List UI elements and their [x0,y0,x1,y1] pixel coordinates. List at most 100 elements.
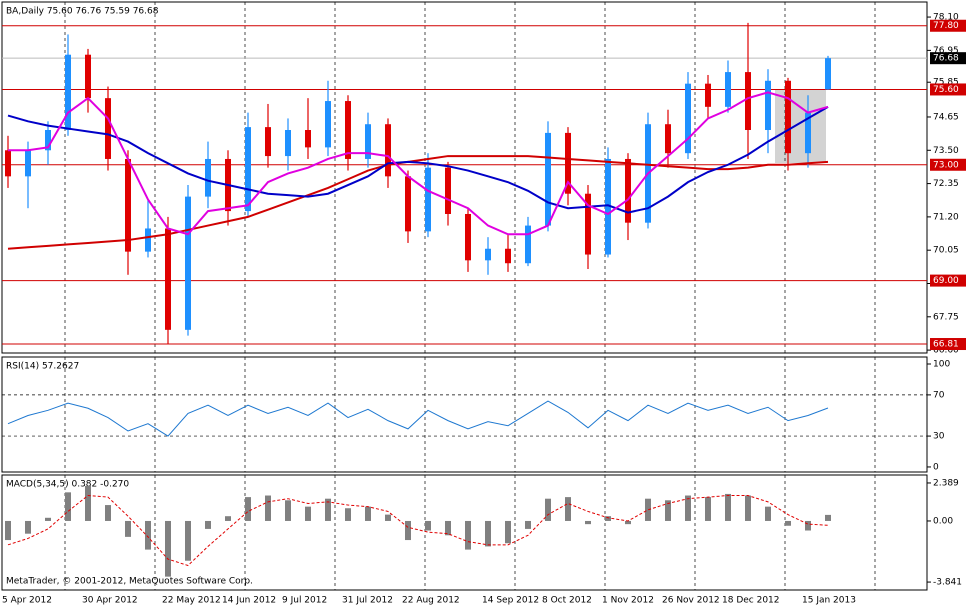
x-tick-label: 1 Nov 2012 [602,596,654,606]
macd-bar [365,506,371,521]
macd-bar [725,493,731,521]
candle-body [685,83,691,154]
x-tick-label: 30 Apr 2012 [82,596,138,606]
y-tick-label: 100 [933,360,950,370]
selection-box [775,90,826,163]
moving-average [7,105,829,214]
candle-body [605,158,611,255]
macd-bar [245,497,251,521]
level-label: 75.60 [933,85,959,95]
x-tick-label: 31 Jul 2012 [342,596,393,606]
macd-bar [25,520,31,534]
y-tick-label: 75.85 [933,78,959,88]
y-tick-label: 72.35 [933,179,959,189]
y-tick-label: 67.75 [933,312,959,322]
x-tick-label: 18 Dec 2012 [722,596,780,606]
candle-body [445,167,451,214]
macd-bar [305,506,311,521]
macd-bar [665,500,671,521]
level-tag [930,19,966,32]
rsi-line [7,400,829,437]
macd-bar [85,485,91,521]
macd-bar [5,520,11,541]
last-price-tag [930,52,966,65]
y-tick-label: 2.389 [933,478,959,488]
level-tag [930,274,966,287]
macd-bar [145,520,151,550]
level-label: 66.81 [933,340,959,350]
macd-bar [105,505,111,521]
macd-bar [405,520,411,541]
candle-body [345,101,351,159]
candle-body [625,158,631,223]
macd-bar [425,520,431,531]
signal-line [7,495,829,567]
candle-body [585,193,591,255]
candle-body [405,176,411,232]
y-tick-label: 70.05 [933,246,959,256]
candle-body [245,127,251,212]
level-label: 73.00 [933,160,959,170]
y-tick-label: 78.10 [933,13,959,23]
candle-body [305,130,311,148]
x-tick-label: 26 Nov 2012 [662,596,720,606]
macd-bar [285,500,291,521]
panel-title: MACD(5,34,5) 0.382 -0.270 [6,480,129,490]
panel-frame [1,1,928,354]
copyright: MetaTrader, © 2001-2012, MetaQuotes Soft… [6,577,253,587]
macd-bar [585,520,591,525]
y-tick-label: 30 [933,432,945,442]
y-tick-label: 0 [933,462,939,472]
macd-bar [385,514,391,521]
x-tick-label: 22 Aug 2012 [402,596,460,606]
level-tag [930,158,966,171]
x-tick-label: 22 May 2012 [162,596,221,606]
macd-bar [165,520,171,577]
macd-bar [645,498,651,521]
x-tick-label: 8 Oct 2012 [542,596,592,606]
candle-body [745,72,751,131]
macd-bar [565,497,571,521]
y-tick-label: 73.50 [933,146,959,156]
macd-bar [545,498,551,521]
candle-body [325,101,331,148]
candle-body [85,54,91,99]
macd-bar [485,520,491,547]
candle-body [385,124,391,177]
panel-frame [1,474,928,591]
candle-body [545,132,551,226]
macd-bar [625,520,631,525]
candle-body [805,112,811,154]
candle-body [565,132,571,194]
candle-body [665,124,671,154]
macd-bar [65,492,71,521]
candle-body [25,150,31,177]
macd-bar [265,495,271,521]
macd-bar [185,520,191,561]
macd-bar [685,495,691,521]
level-label: 77.80 [933,21,959,31]
y-tick-label: 74.65 [933,112,959,122]
candle-body [785,80,791,154]
candle-body [205,158,211,197]
macd-bar [205,520,211,529]
macd-bar [465,520,471,550]
macd-bar [525,520,531,529]
candle-body [705,83,711,107]
candle-body [725,72,731,107]
candle-body [145,228,151,252]
macd-bar [765,506,771,521]
candle-body [485,248,491,261]
candle-body [365,124,371,159]
candle-body [265,127,271,157]
candle-body [185,196,191,330]
candle-body [765,80,771,131]
panel-title: RSI(14) 57.2627 [6,362,79,372]
x-tick-label: 15 Jan 2013 [802,596,856,606]
y-tick-label: 0.00 [933,516,953,526]
macd-bar [45,517,51,521]
candle-body [285,130,291,157]
moving-average [8,91,829,236]
level-tag [930,83,966,96]
